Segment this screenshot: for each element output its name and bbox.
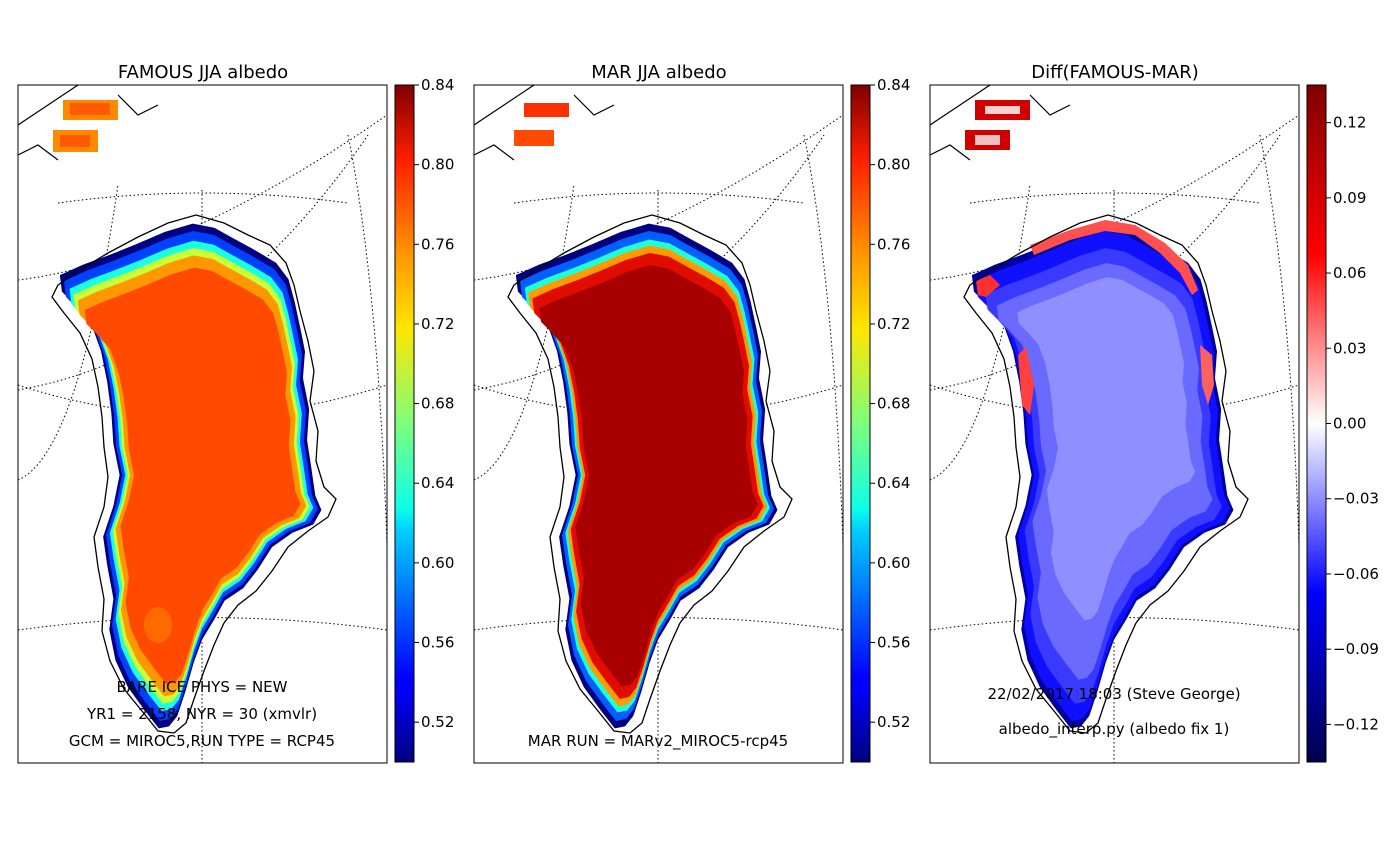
- colorbar-tick-label: 0.64: [877, 474, 910, 492]
- panel-title: Diff(FAMOUS-MAR): [1031, 62, 1198, 83]
- annotation-block: 22/02/2017 18:03 (Steve George) albedo_i…: [987, 685, 1240, 739]
- colorbar-gradient: [850, 84, 871, 763]
- colorbar-tick-label: 0.56: [421, 634, 454, 652]
- panel-mar: MAR JJA albedo: [473, 62, 910, 764]
- map-axes: MAR RUN = MARv2_MIROC5-rcp45: [473, 84, 844, 764]
- colorbar-tick-label: 0.52: [877, 713, 910, 731]
- colorbar-tick-label: −0.09: [1333, 640, 1379, 658]
- colorbar-tick-label: 0.80: [877, 156, 910, 174]
- map-frame: [929, 84, 1300, 764]
- colorbar-tick-label: 0.56: [877, 634, 910, 652]
- colorbar-tick-label: 0.09: [1333, 189, 1366, 207]
- colorbar-tick-label: 0.72: [877, 315, 910, 333]
- colorbar-tick-label: −0.06: [1333, 565, 1379, 583]
- annotation-line: MAR RUN = MARv2_MIROC5-rcp45: [528, 732, 788, 751]
- panel-title: FAMOUS JJA albedo: [118, 62, 288, 83]
- annotation-line: YR1 = 2158, NYR = 30 (xmvlr): [86, 705, 317, 723]
- colorbar-tick-label: 0.60: [421, 554, 454, 572]
- colorbar-tick-label: 0.80: [421, 156, 454, 174]
- annotation-line: BARE ICE PHYS = NEW: [116, 678, 287, 696]
- ellesmere-coast: [18, 85, 159, 161]
- panel-title: MAR JJA albedo: [591, 62, 726, 83]
- colorbar-tick-label: 0.60: [877, 554, 910, 572]
- ellesmere-patches: [965, 100, 1030, 150]
- colorbar-tick-label: 0.84: [877, 76, 910, 94]
- colorbar-gradient: [1306, 84, 1327, 763]
- colorbar-tick-label: 0.76: [421, 235, 454, 253]
- colorbar-tick-label: 0.68: [421, 395, 454, 413]
- map-frame: [473, 84, 844, 764]
- panel-famous: FAMOUS JJA albedo: [17, 62, 454, 764]
- ellesmere-patches: [53, 100, 118, 152]
- ellesmere-patches: [514, 103, 569, 146]
- annotation-block: MAR RUN = MARv2_MIROC5-rcp45: [528, 732, 788, 751]
- colorbar-tick-label: 0.06: [1333, 264, 1366, 282]
- colorbar-tick-label: 0.00: [1333, 415, 1366, 433]
- map-axes: BARE ICE PHYS = NEW YR1 = 2158, NYR = 30…: [17, 84, 388, 764]
- annotation-line: 22/02/2017 18:03 (Steve George): [987, 685, 1240, 703]
- colorbar-gradient: [394, 84, 415, 763]
- colorbar: 0.52 0.56 0.60 0.64 0.68 0.72 0.76 0.80 0.84: [394, 76, 454, 763]
- map-axes: 22/02/2017 18:03 (Steve George) albedo_i…: [929, 84, 1300, 764]
- panel-diff: Diff(FAMOUS-MAR): [929, 62, 1379, 764]
- colorbar-tick-label: 0.68: [877, 395, 910, 413]
- annotation-block: BARE ICE PHYS = NEW YR1 = 2158, NYR = 30…: [69, 678, 335, 750]
- colorbar-tick-label: −0.12: [1333, 715, 1379, 733]
- annotation-line: GCM = MIROC5,RUN TYPE = RCP45: [69, 732, 335, 750]
- colorbar-tick-label: 0.76: [877, 235, 910, 253]
- colorbar: −0.12 −0.09 −0.06 −0.03 0.00 0.03 0.06 0.09 0.12: [1306, 84, 1379, 763]
- colorbar-tick-label: 0.52: [421, 713, 454, 731]
- ellesmere-coast: [930, 85, 1071, 161]
- map-frame: [17, 84, 388, 764]
- colorbar: 0.52 0.56 0.60 0.64 0.68 0.72 0.76 0.80 0.84: [850, 76, 910, 763]
- colorbar-tick-label: −0.03: [1333, 490, 1379, 508]
- colorbar-tick-label: 0.64: [421, 474, 454, 492]
- colorbar-tick-label: 0.84: [421, 76, 454, 94]
- colorbar-tick-label: 0.03: [1333, 339, 1366, 357]
- annotation-line: albedo_interp.py (albedo fix 1): [999, 720, 1230, 739]
- colorbar-tick-label: 0.72: [421, 315, 454, 333]
- ice-field: [971, 220, 1234, 729]
- ice-field: [59, 223, 322, 729]
- ellesmere-coast: [474, 85, 615, 161]
- colorbar-tick-label: 0.12: [1333, 114, 1366, 132]
